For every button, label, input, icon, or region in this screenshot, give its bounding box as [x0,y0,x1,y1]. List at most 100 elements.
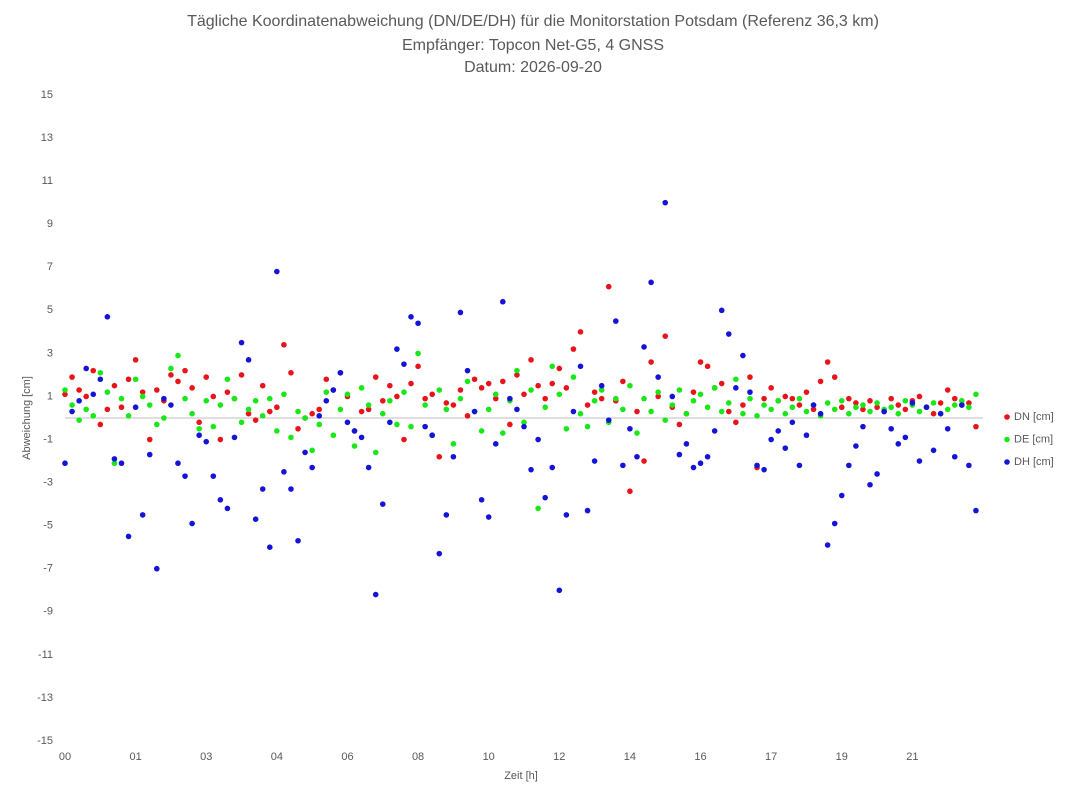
data-point [973,423,979,430]
data-point [641,344,647,350]
data-point [450,402,457,408]
data-point [725,331,732,337]
data-point [168,365,174,372]
data-point [733,385,739,391]
data-point [485,380,492,387]
data-point [379,397,386,404]
data-point [316,413,323,419]
data-point [132,404,139,411]
data-point [838,492,845,499]
data-point [521,423,527,430]
data-point [415,363,421,370]
data-point [281,469,287,475]
data-point [478,428,485,434]
data-point [951,395,958,402]
data-point [111,382,118,389]
data-point [690,389,697,395]
data-point [591,397,598,404]
data-point [394,346,400,352]
data-point [252,397,259,404]
data-point [521,419,527,426]
data-point [789,419,796,426]
data-point [196,425,202,432]
y-tick-label: -1 [43,433,53,445]
data-point [309,410,315,417]
data-point [577,410,584,417]
data-point [817,378,824,385]
data-point [104,406,111,413]
data-point [288,434,294,441]
data-point [923,404,930,411]
data-point [97,376,104,383]
data-point [888,404,894,411]
x-tick-label: 06 [341,751,353,763]
data-point [768,385,774,391]
data-point [556,365,563,372]
data-point [803,389,810,395]
data-point [895,402,902,408]
data-point [577,329,584,335]
data-point [888,395,894,402]
data-point [613,395,619,402]
data-point [492,395,499,402]
data-point [69,402,75,408]
data-point [740,402,746,408]
data-point [387,419,393,426]
data-point [605,417,612,423]
data-point [817,410,824,417]
data-point [139,389,146,395]
data-point [768,436,774,443]
data-point [288,486,294,492]
data-point [740,410,746,417]
data-point [895,410,902,417]
data-point [662,333,669,339]
data-point [563,385,570,391]
data-point [415,320,421,327]
data-point [570,346,577,352]
data-point [154,565,160,572]
data-point [478,385,485,391]
data-point [768,406,774,413]
data-point [111,456,118,462]
data-point [916,393,923,400]
data-point [634,408,640,415]
data-point [210,393,217,400]
data-point [146,402,153,408]
y-tick-label: -5 [43,520,53,532]
data-point [697,391,704,398]
data-point [182,367,188,374]
data-point [733,419,739,426]
data-point [916,408,923,415]
y-tick-label: 7 [47,261,53,273]
data-point [132,376,139,383]
data-point [125,376,132,383]
data-point [217,497,224,503]
data-point [648,359,654,365]
data-point [295,425,301,432]
data-point [796,462,803,469]
data-point [429,391,436,398]
data-point [231,395,238,402]
x-axis-label: Zeit [h] [504,770,538,782]
data-point [408,313,414,320]
data-point [168,402,174,408]
data-point [542,494,548,501]
data-point [83,406,89,413]
data-point [867,397,873,404]
x-tick-label: 16 [694,751,706,763]
data-point [154,387,160,393]
data-point [429,432,436,439]
data-point [676,387,683,393]
data-point [930,400,937,406]
data-point [83,393,89,400]
data-point [500,298,506,305]
data-point [76,387,82,393]
data-point [577,363,584,370]
data-point [252,516,259,523]
data-point [803,408,810,415]
data-point [718,408,725,415]
data-point [436,453,443,460]
x-tick-label: 17 [765,751,777,763]
data-point [387,397,393,404]
